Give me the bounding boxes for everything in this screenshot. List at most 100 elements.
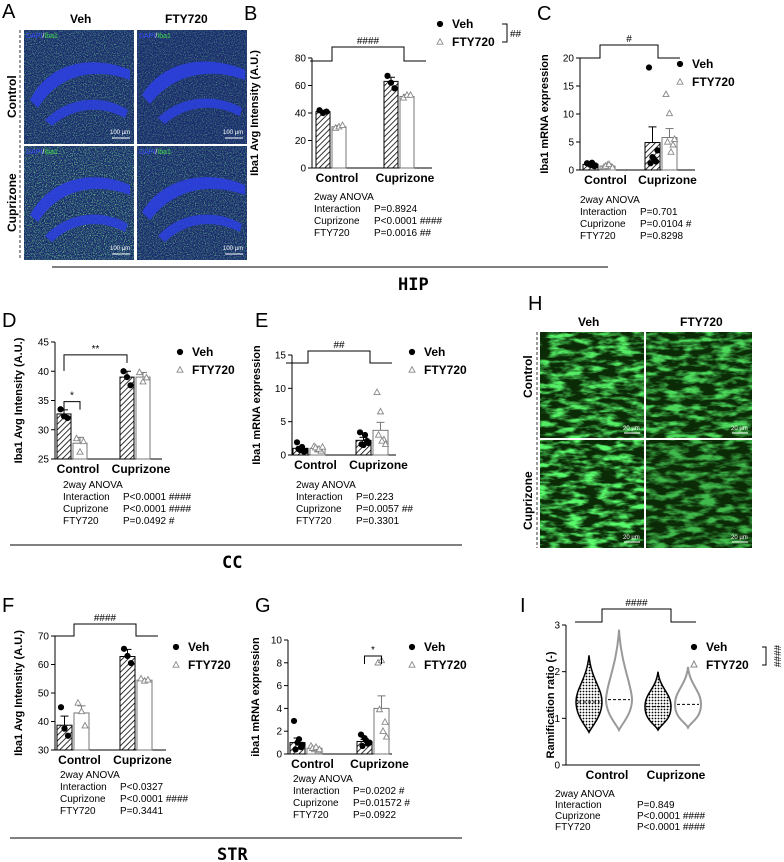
chart-d: 25 30 35 40 45 Iba1 Avg Intensity (A.U.) Contr…: [13, 337, 235, 527]
micrograph-control-fty720: DAPI/Iba1 100 µm: [137, 30, 247, 144]
image-col-fty720: FTY720: [680, 315, 723, 329]
legend-marker-veh: [690, 643, 698, 651]
panel-label-d: D: [2, 310, 16, 332]
panel-label-f: F: [2, 595, 14, 617]
data-point: [293, 439, 301, 446]
y-tick-label: 0: [276, 750, 282, 761]
data-point: [302, 447, 309, 455]
stats-title: 2way ANOVA: [63, 480, 123, 491]
stats-title: 2way ANOVA: [293, 774, 353, 785]
stain-label: DAPI/Iba1: [26, 33, 58, 40]
stats-row-label: Cuprizone: [63, 504, 109, 515]
bar-fty720: [399, 96, 415, 169]
legend-marker-veh: [676, 60, 684, 68]
stats-row-label: Cuprizone: [293, 798, 339, 809]
stats-row-label: Interaction: [555, 800, 602, 811]
y-axis-label: Iba1 mRNA expression: [539, 54, 551, 174]
micrograph-cuprizone-fty720: DAPI/Iba1 100 µm: [137, 146, 247, 260]
significance-label: ##: [510, 29, 522, 40]
legend-marker-veh: [408, 348, 416, 356]
x-tick-label: Cuprizone: [113, 753, 172, 767]
stats-row-value: P=0.701: [640, 207, 678, 218]
scale-bar-label: 20 µm: [731, 426, 748, 432]
legend: Veh FTY720: [408, 640, 467, 672]
x-tick-label: Control: [58, 753, 101, 767]
stats-row-label: Interaction: [60, 782, 107, 793]
stats-title: 2way ANOVA: [555, 789, 615, 800]
stats-title: 2way ANOVA: [580, 195, 640, 206]
y-tick-label: 0: [300, 164, 306, 175]
y-tick-label: 10: [275, 384, 287, 395]
y-tick-label: 60: [38, 660, 50, 671]
data-point: [670, 134, 679, 142]
stats-title: 2way ANOVA: [296, 480, 356, 491]
y-tick-label: 30: [38, 746, 50, 757]
bar-fty720: [135, 376, 151, 460]
stats-row-value: P=0.0104 #: [640, 219, 692, 230]
significance-label: **: [92, 344, 100, 355]
stats-row-value: P<0.0001 ####: [637, 822, 706, 833]
panel-label-i: I: [520, 595, 526, 617]
stats-row-label: Interaction: [296, 492, 343, 503]
stats-row-label: FTY720: [60, 806, 96, 817]
stats-row-value: P=0.0057 ##: [356, 504, 413, 515]
data-point: [387, 79, 395, 86]
panel-label-h: H: [528, 293, 542, 315]
legend-label-veh: Veh: [424, 345, 445, 359]
y-tick-label: 0: [280, 451, 286, 462]
y-tick-label: 8: [276, 658, 282, 669]
legend-marker-fty720: [408, 365, 416, 373]
stats-row-value: P=0.3301: [356, 516, 400, 527]
data-point: [654, 147, 661, 154]
data-point: [391, 85, 398, 92]
section-label-hip: HIP: [398, 275, 429, 295]
data-point: [290, 717, 298, 725]
stats-row-label: FTY720: [555, 822, 591, 833]
data-point: [142, 373, 151, 381]
stats-row-value: P=0.3441: [120, 806, 164, 817]
image-col-veh: Veh: [578, 315, 599, 329]
image-row-control: Control: [521, 355, 535, 398]
stats-row-label: FTY720: [63, 516, 99, 527]
y-tick-label: 25: [38, 455, 50, 466]
x-tick-label: Cuprizone: [638, 173, 697, 187]
y-tick-label: 15: [563, 82, 575, 93]
data-point: [665, 109, 674, 117]
significance-bracket: [63, 401, 81, 410]
data-point: [139, 377, 147, 385]
y-axis-label: Iba1 Avg Intensity (A.U.): [13, 630, 25, 756]
data-point: [358, 441, 365, 448]
violin-fty720: [604, 629, 634, 733]
significance-bracket: [502, 23, 508, 43]
micrograph-h-control-veh: 20 µm: [540, 332, 644, 438]
y-tick-label: 60: [295, 81, 307, 92]
micrograph-grid-a: Veh FTY720 Control Cuprizone DAPI/Iba1 1…: [5, 12, 247, 260]
legend-marker-veh: [408, 643, 416, 651]
x-tick-label: Cuprizone: [376, 171, 435, 185]
stats-row-label: Cuprizone: [314, 216, 360, 227]
data-point: [123, 374, 131, 381]
significance-label: *: [371, 645, 375, 656]
x-tick-label: Control: [57, 462, 100, 476]
legend-marker-veh: [176, 348, 184, 356]
scale-bar-label: 100 µm: [110, 130, 130, 136]
data-point: [318, 442, 327, 450]
legend: Veh FTY720: [436, 17, 495, 49]
stats-row-value: P=0.8924: [374, 204, 418, 215]
data-point: [608, 163, 617, 171]
data-point: [365, 439, 372, 447]
bar-fty720: [73, 712, 90, 751]
x-tick-label: Control: [294, 458, 337, 472]
bar-veh: [119, 376, 135, 460]
x-tick-label: Control: [586, 768, 629, 782]
data-point: [381, 440, 390, 447]
data-point: [64, 414, 71, 422]
image-col-veh: Veh: [70, 12, 91, 26]
bar-veh: [383, 80, 399, 169]
data-point: [315, 745, 324, 753]
stats-row-label: FTY720: [314, 228, 350, 239]
stats-row-value: P=0.01572 #: [353, 798, 410, 809]
